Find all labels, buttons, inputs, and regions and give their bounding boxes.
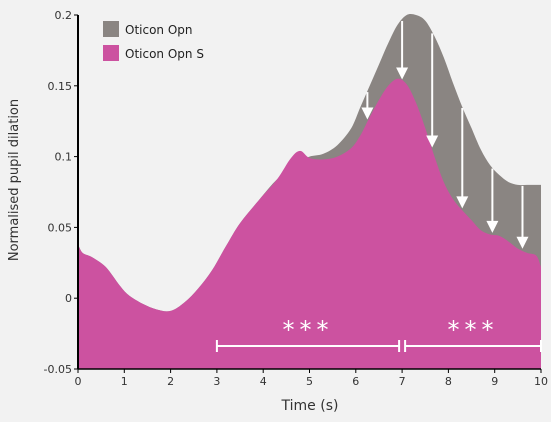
reduction-arrow-head (361, 107, 374, 120)
significance-label: *** (448, 316, 499, 344)
x-tick-label: 3 (213, 375, 220, 388)
significance-bracket: *** (404, 316, 542, 352)
legend-swatch (103, 45, 119, 61)
significance-label: *** (283, 316, 334, 344)
legend-swatch (103, 21, 119, 37)
reduction-arrow (516, 185, 529, 249)
arrow-layer (361, 20, 529, 249)
y-tick-label: 0.05 (48, 221, 73, 234)
x-tick-label: 6 (352, 375, 359, 388)
reduction-arrow (456, 108, 469, 209)
y-axis-label: Normalised pupil dilation (7, 99, 22, 261)
reduction-arrow-head (516, 236, 529, 249)
reduction-arrow (361, 92, 374, 120)
reduction-arrow-head (396, 67, 409, 80)
reduction-arrow-head (426, 135, 439, 148)
reduction-arrow (486, 168, 499, 233)
y-tick-label: 0.2 (55, 9, 73, 22)
x-tick-label: 9 (491, 375, 498, 388)
reduction-arrow-head (486, 220, 499, 233)
x-axis-label: Time (s) (281, 398, 339, 414)
legend-item: Oticon Opn S (103, 45, 204, 61)
reduction-arrow-head (456, 196, 469, 209)
y-tick-label: -0.05 (44, 363, 72, 376)
reduction-arrow (396, 20, 409, 80)
significance-layer: *** *** (215, 316, 542, 352)
legend-item: Oticon Opn (103, 21, 193, 37)
y-tick-label: 0.15 (48, 80, 73, 93)
significance-bracket: *** (215, 316, 401, 352)
x-tick-label: 7 (399, 375, 406, 388)
x-tick-label: 5 (306, 375, 313, 388)
area-layer (78, 14, 541, 370)
legend-label: Oticon Opn (125, 23, 193, 37)
x-tick-label: 4 (260, 375, 267, 388)
x-tick-label: 8 (445, 375, 452, 388)
legend: Oticon Opn Oticon Opn S (103, 21, 204, 61)
x-tick-label: 2 (167, 375, 174, 388)
series-area-oticon-opn-s (78, 78, 541, 369)
x-tick-label: 0 (75, 375, 82, 388)
x-tick-label: 1 (121, 375, 128, 388)
y-tick-label: 0 (65, 292, 72, 305)
legend-label: Oticon Opn S (125, 47, 204, 61)
reduction-arrow (426, 33, 439, 148)
y-tick-label: 0.1 (55, 151, 73, 164)
x-tick-label: 10 (534, 375, 548, 388)
